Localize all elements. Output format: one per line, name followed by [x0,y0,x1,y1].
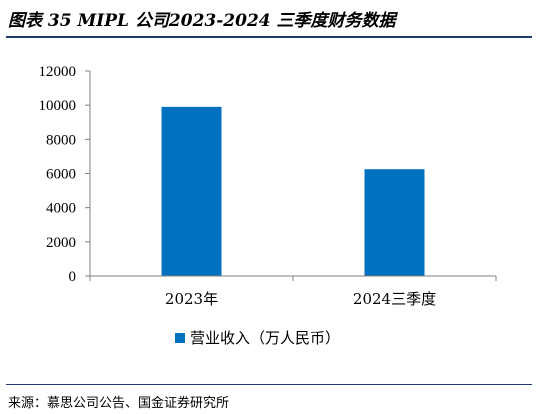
bar [161,106,222,276]
y-tick-label: 8000 [46,132,76,148]
source-note: 来源：慕思公司公告、国金证券研究所 [8,396,230,411]
legend-swatch [175,333,185,343]
y-axis: 0 2000 4000 6000 8000 10000 12000 [39,64,91,285]
x-tick-label: 2024三季度 [353,290,436,308]
y-tick-label: 4000 [46,201,76,217]
y-tick-label: 12000 [39,64,77,80]
legend: 营业收入（万人民币） [175,329,340,347]
x-axis: 2023年 2024三季度 [89,276,497,308]
bars [161,106,425,276]
chart-title: 图表 35 MIPL 公司2023-2024 三季度财务数据 [8,11,396,31]
bar-chart: 0 2000 4000 6000 8000 10000 12000 2023年 2024三季度… [39,64,497,347]
footer-rule [6,384,532,385]
y-tick-label: 10000 [39,98,77,114]
bar [364,169,425,276]
y-tick-label: 6000 [46,167,76,183]
y-tick-label: 0 [69,269,77,285]
y-tick-label: 2000 [46,235,76,251]
title-underline [6,36,532,38]
x-tick-label: 2023年 [165,290,218,308]
legend-label: 营业收入（万人民币） [190,329,340,347]
